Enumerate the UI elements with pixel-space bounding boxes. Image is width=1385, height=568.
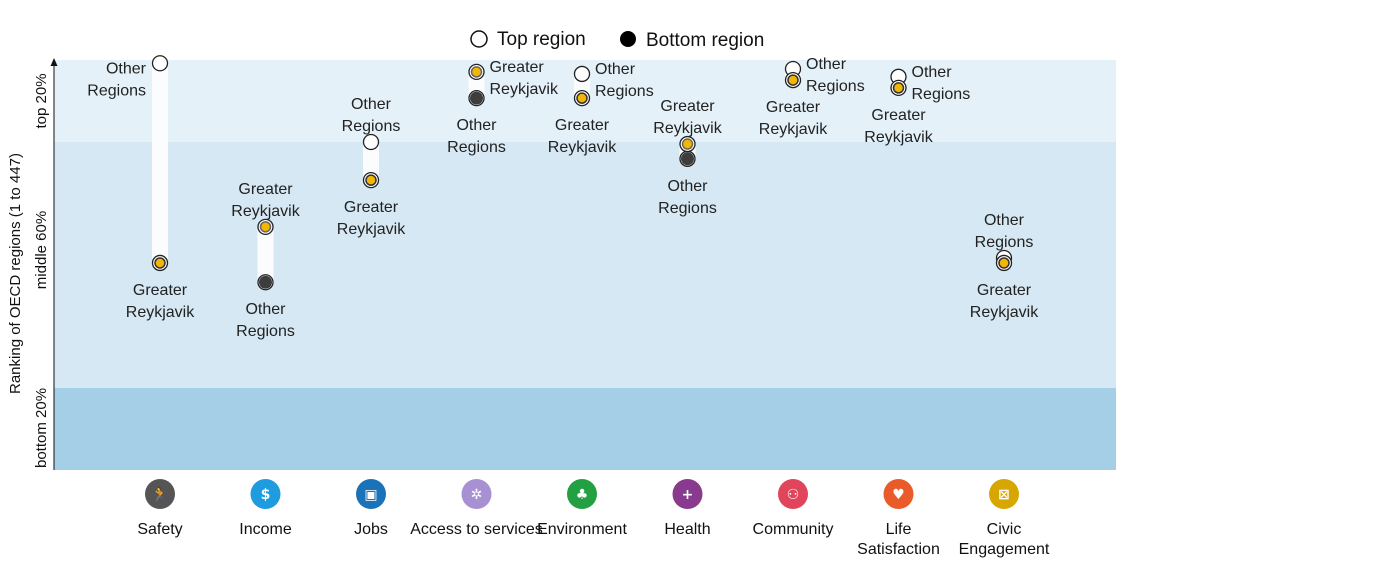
legend-bottom-label: Bottom region [646, 30, 764, 51]
greater-reykjavik-label: Greater [871, 107, 926, 124]
other-regions-dot [259, 275, 272, 289]
greater-reykjavik-dot [154, 257, 166, 269]
other-regions-dot [470, 91, 483, 105]
community-icon [778, 479, 808, 509]
legend-top-marker [470, 30, 488, 48]
y-axis-arrow [50, 58, 58, 66]
other-regions-label: Other [595, 61, 636, 78]
category-label: Life [886, 521, 912, 538]
greater-reykjavik-dot [259, 221, 272, 233]
band-label-top: top 20% [33, 73, 50, 128]
heart-icon [883, 479, 914, 509]
category-label: Health [664, 521, 710, 538]
greater-reykjavik-dot [892, 82, 905, 94]
category-label: Income [239, 521, 292, 538]
tree-icon [567, 479, 597, 509]
running-person-icon-glyph: 🏃 [151, 486, 168, 503]
band-label-middle: middle 60% [33, 211, 50, 289]
other-regions-label: Regions [342, 118, 401, 135]
y-axis-title: Ranking of OECD regions (1 to 447) [7, 153, 24, 394]
greater-reykjavik-label: Greater [133, 282, 188, 299]
greater-reykjavik-label: Greater [238, 181, 293, 198]
band-label-bottom: bottom 20% [33, 388, 50, 468]
network-icon [461, 479, 492, 509]
greater-reykjavik-dot [470, 66, 483, 78]
money-icon [250, 479, 281, 509]
ballot-box-icon-glyph: ⊠ [998, 487, 1010, 503]
other-regions-label: Regions [595, 83, 654, 100]
other-regions-dot [364, 135, 378, 149]
greater-reykjavik-label: Greater [490, 59, 545, 76]
other-regions-label: Regions [447, 139, 506, 156]
other-regions-dot [575, 67, 589, 81]
category-label: Environment [537, 521, 627, 538]
range-bar [363, 142, 379, 181]
greater-reykjavik-label: Greater [555, 117, 610, 134]
greater-reykjavik-label: Reykjavik [126, 304, 195, 321]
legend-top-label: Top region [497, 29, 586, 50]
greater-reykjavik-label: Reykjavik [970, 304, 1039, 321]
other-regions-label: Other [351, 96, 392, 113]
greater-reykjavik-label: Reykjavik [759, 121, 828, 138]
other-regions-label: Other [806, 56, 847, 73]
community-icon-glyph: ⚇ [787, 487, 800, 503]
category-label: Safety [137, 521, 182, 538]
health-cross-icon [672, 479, 703, 509]
greater-reykjavik-label: Greater [977, 282, 1032, 299]
ballot-box-icon [989, 479, 1019, 509]
greater-reykjavik-dot [576, 92, 588, 104]
other-regions-dot [681, 152, 694, 166]
health-cross-icon-glyph: + [682, 487, 694, 503]
band-middle [54, 142, 1116, 388]
other-regions-label: Other [912, 64, 953, 81]
money-icon-glyph: $ [261, 487, 271, 503]
category-label: Civic [987, 521, 1022, 538]
legend: Top region Bottom region [470, 29, 764, 51]
other-regions-label: Other [667, 178, 708, 195]
briefcase-icon-glyph: ▣ [364, 487, 377, 503]
other-regions-label: Regions [87, 82, 146, 99]
greater-reykjavik-label: Reykjavik [864, 129, 933, 146]
category-label: Engagement [959, 541, 1050, 558]
range-bar [152, 63, 168, 263]
greater-reykjavik-label: Reykjavik [490, 81, 559, 98]
legend-bottom-marker [620, 31, 636, 47]
greater-reykjavik-label: Reykjavik [653, 120, 722, 137]
other-regions-label: Other [245, 301, 286, 318]
running-person-icon [145, 479, 175, 509]
other-regions-dot [153, 56, 167, 70]
greater-reykjavik-dot [998, 257, 1010, 269]
tree-icon-glyph: ♣ [576, 487, 589, 503]
greater-reykjavik-label: Reykjavik [548, 139, 617, 156]
category-label: Community [753, 521, 834, 538]
other-regions-label: Regions [975, 234, 1034, 251]
other-regions-label: Other [984, 212, 1025, 229]
other-regions-label: Regions [912, 86, 971, 103]
other-regions-label: Regions [658, 200, 717, 217]
greater-reykjavik-dot [787, 74, 799, 86]
category-label: Jobs [354, 521, 388, 538]
greater-reykjavik-label: Reykjavik [231, 203, 300, 220]
greater-reykjavik-label: Reykjavik [337, 221, 406, 238]
network-icon-glyph: ✲ [471, 487, 483, 503]
briefcase-icon [356, 479, 386, 509]
other-regions-label: Other [456, 117, 497, 134]
other-regions-dot [892, 70, 905, 84]
range-bar [257, 226, 274, 283]
heart-icon-glyph: ♥ [892, 487, 905, 503]
greater-reykjavik-label: Greater [766, 99, 821, 116]
other-regions-label: Regions [236, 323, 295, 340]
band-bottom [54, 388, 1116, 470]
category-label: Access to services [410, 521, 542, 538]
other-regions-dot [786, 62, 800, 76]
chart-marks: Greater Reykjavik Other Regions 🏃 Safety Great… [87, 55, 1050, 558]
category-label: Satisfaction [857, 541, 940, 558]
greater-reykjavik-label: Greater [344, 199, 399, 216]
greater-reykjavik-dot [681, 138, 694, 150]
greater-reykjavik-dot [365, 174, 377, 186]
other-regions-label: Regions [806, 78, 865, 95]
greater-reykjavik-label: Greater [660, 98, 715, 115]
other-regions-label: Other [106, 60, 147, 77]
